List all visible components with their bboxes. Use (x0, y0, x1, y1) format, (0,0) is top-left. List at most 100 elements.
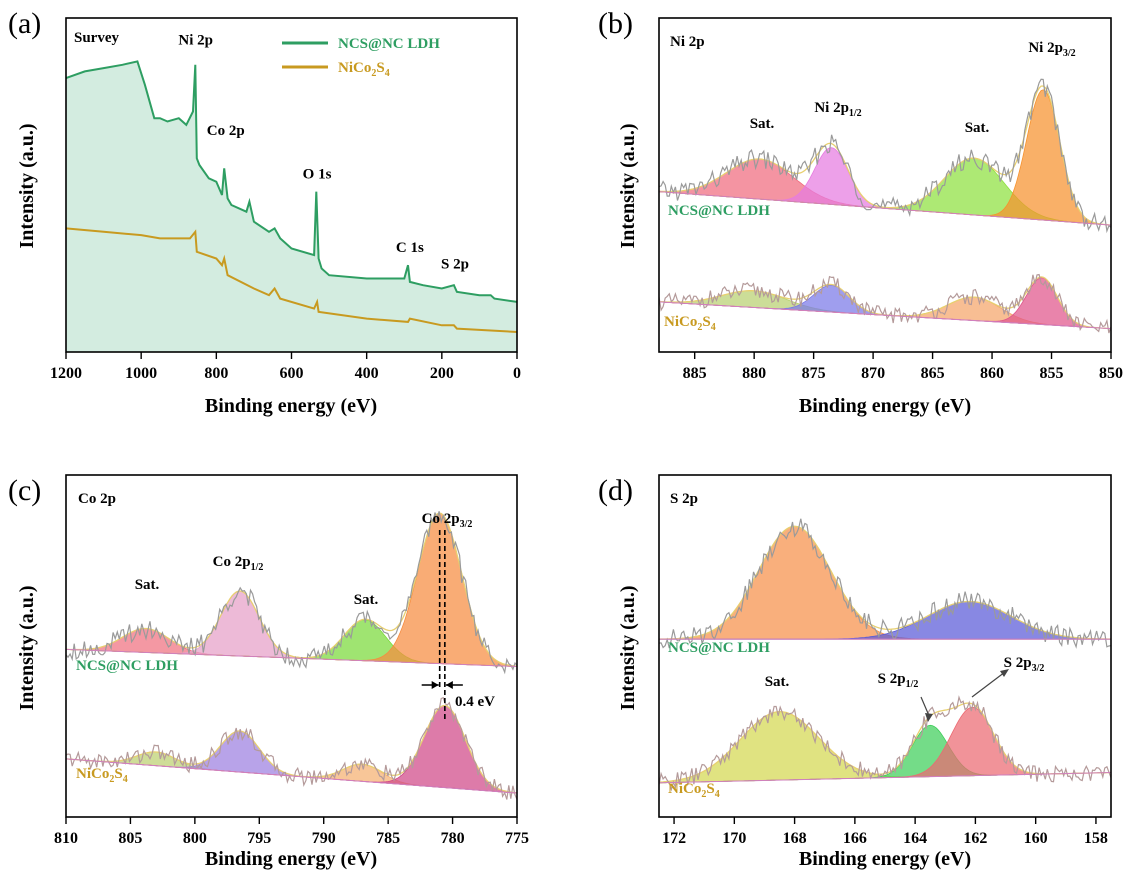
x-tick-label: 1000 (125, 365, 157, 382)
series-line-ncs (65, 60, 518, 303)
legend-label-nico2s4: NiCo2S4 (338, 60, 390, 79)
plot-frame (658, 474, 1112, 818)
x-tick-label: 775 (505, 830, 529, 847)
series-label-ncs: NCS@NC LDH (668, 203, 770, 219)
series-label-nico2s4: NiCo2S4 (664, 314, 716, 333)
x-tick-label: 0 (513, 365, 521, 382)
series-area-ncs (66, 61, 517, 353)
x-axis-label: Binding energy (eV) (799, 848, 971, 870)
annotation-arrowhead (1000, 669, 1009, 677)
panel-label: (c) (8, 474, 41, 507)
peak-annotations: Ni 2p Co 2p O 1s C 1s S 2p (178, 33, 469, 273)
x-tick-label: 168 (783, 830, 807, 847)
plot-frame (658, 17, 1112, 353)
x-tick-label: 600 (280, 365, 304, 382)
chart-corner-title: Survey (74, 30, 120, 46)
y-axis-label: Intensity (a.u.) (16, 585, 38, 710)
x-tick-label: 805 (118, 830, 142, 847)
annotation-arrow (971, 671, 1006, 698)
x-tick-label: 162 (963, 830, 987, 847)
chart-corner-title: Ni 2p (670, 34, 705, 50)
shift-arrowhead (431, 681, 439, 689)
spectrum-baseline (659, 772, 1111, 784)
raw-spectrum (659, 273, 1111, 334)
x-axis-ticks: 1200 1000 800 600 400 200 0 (50, 352, 521, 382)
plot-area (659, 78, 1111, 334)
x-tick-label: 170 (722, 830, 746, 847)
x-tick-label: 164 (903, 830, 927, 847)
raw-spectrum (659, 695, 1111, 792)
x-tick-label: 795 (247, 830, 271, 847)
chart-corner-title: S 2p (670, 491, 698, 507)
legend-label-ncs: NCS@NC LDH (338, 36, 440, 52)
x-tick-label: 158 (1084, 830, 1108, 847)
x-tick-label: 800 (204, 365, 228, 382)
x-tick-label: 885 (683, 365, 707, 382)
x-tick-label: 785 (376, 830, 400, 847)
x-tick-label: 810 (54, 830, 78, 847)
y-axis-label: Intensity (a.u.) (617, 123, 639, 248)
panel-d: (d) S 2p NCS@NC LDH NiCo2S4 172 170 168 166… (598, 474, 1112, 870)
x-tick-label: 172 (662, 830, 686, 847)
fit-envelope (659, 525, 1111, 640)
x-tick-label: 870 (861, 365, 885, 382)
spectrum-baseline (66, 758, 517, 794)
x-tick-label: 780 (441, 830, 465, 847)
plot-area (65, 60, 518, 353)
shift-arrowhead (445, 681, 453, 689)
plot-area (66, 511, 517, 800)
series-label-nico2s4: NiCo2S4 (668, 781, 720, 800)
x-tick-label: 875 (802, 365, 826, 382)
x-tick-label: 1200 (50, 365, 82, 382)
panel-b: (b) Ni 2p NCS@NC LDH NiCo2S4 885 880 875 87… (598, 7, 1123, 417)
fitted-peak (659, 525, 1111, 640)
peak-label: C 1s (396, 240, 424, 256)
peak-label-ni-2p3-2: Ni 2p3/2 (1028, 40, 1075, 59)
spectrum-baseline (66, 648, 517, 668)
series-label-ncs: NCS@NC LDH (668, 640, 770, 656)
series-label-ncs: NCS@NC LDH (76, 658, 178, 674)
peak-label-sat: Sat. (354, 592, 379, 608)
peak-label-ni-2p1-2: Ni 2p1/2 (814, 100, 861, 119)
x-tick-label: 860 (980, 365, 1004, 382)
peak-label: Co 2p (207, 123, 245, 139)
x-axis-label: Binding energy (eV) (205, 395, 377, 417)
raw-spectrum (659, 518, 1111, 649)
panel-label: (b) (598, 7, 633, 40)
peak-label: Ni 2p (178, 33, 213, 49)
raw-spectrum (66, 511, 517, 675)
series-label-nico2s4: NiCo2S4 (76, 766, 128, 785)
x-tick-label: 790 (312, 830, 336, 847)
x-tick-label: 850 (1099, 365, 1123, 382)
x-tick-label: 855 (1040, 365, 1064, 382)
x-tick-label: 200 (430, 365, 454, 382)
spectrum-baseline (659, 301, 1111, 330)
y-axis-label: Intensity (a.u.) (16, 123, 38, 248)
x-tick-label: 160 (1024, 830, 1048, 847)
peak-label-sat: Sat. (135, 577, 160, 593)
peak-label-s-2p1-2: S 2p1/2 (878, 671, 919, 690)
plot-frame (65, 474, 518, 818)
raw-spectrum (659, 78, 1111, 234)
panel-a: (a) Survey NCS@NC LDH NiCo2S4 1200 1000 80… (8, 7, 521, 417)
x-tick-label: 865 (921, 365, 945, 382)
peak-label: O 1s (303, 166, 332, 182)
x-tick-label: 880 (742, 365, 766, 382)
peak-annotations: Sat. Ni 2p1/2 Sat. Ni 2p3/2 (750, 40, 1076, 136)
peak-label-sat: Sat. (750, 116, 775, 132)
panel-c: (c) Co 2p NCS@NC LDH NiCo2S4 810 805 800 79… (8, 474, 529, 870)
peak-label: S 2p (441, 257, 469, 273)
x-axis-ticks: 885 880 875 870 865 860 855 850 (683, 352, 1123, 382)
chart-corner-title: Co 2p (78, 491, 116, 507)
x-axis-label: Binding energy (eV) (799, 395, 971, 417)
shift-marker (421, 530, 463, 720)
peak-annotations: Sat. S 2p1/2 S 2p3/2 (765, 655, 1044, 722)
series-line-nico2s4 (65, 227, 518, 333)
raw-spectrum (66, 696, 517, 800)
x-tick-label: 400 (355, 365, 379, 382)
peak-label-sat: Sat. (965, 120, 990, 136)
legend: NCS@NC LDH NiCo2S4 (282, 36, 440, 79)
spectrum-baseline (659, 191, 1111, 226)
panel-label: (a) (8, 7, 41, 40)
